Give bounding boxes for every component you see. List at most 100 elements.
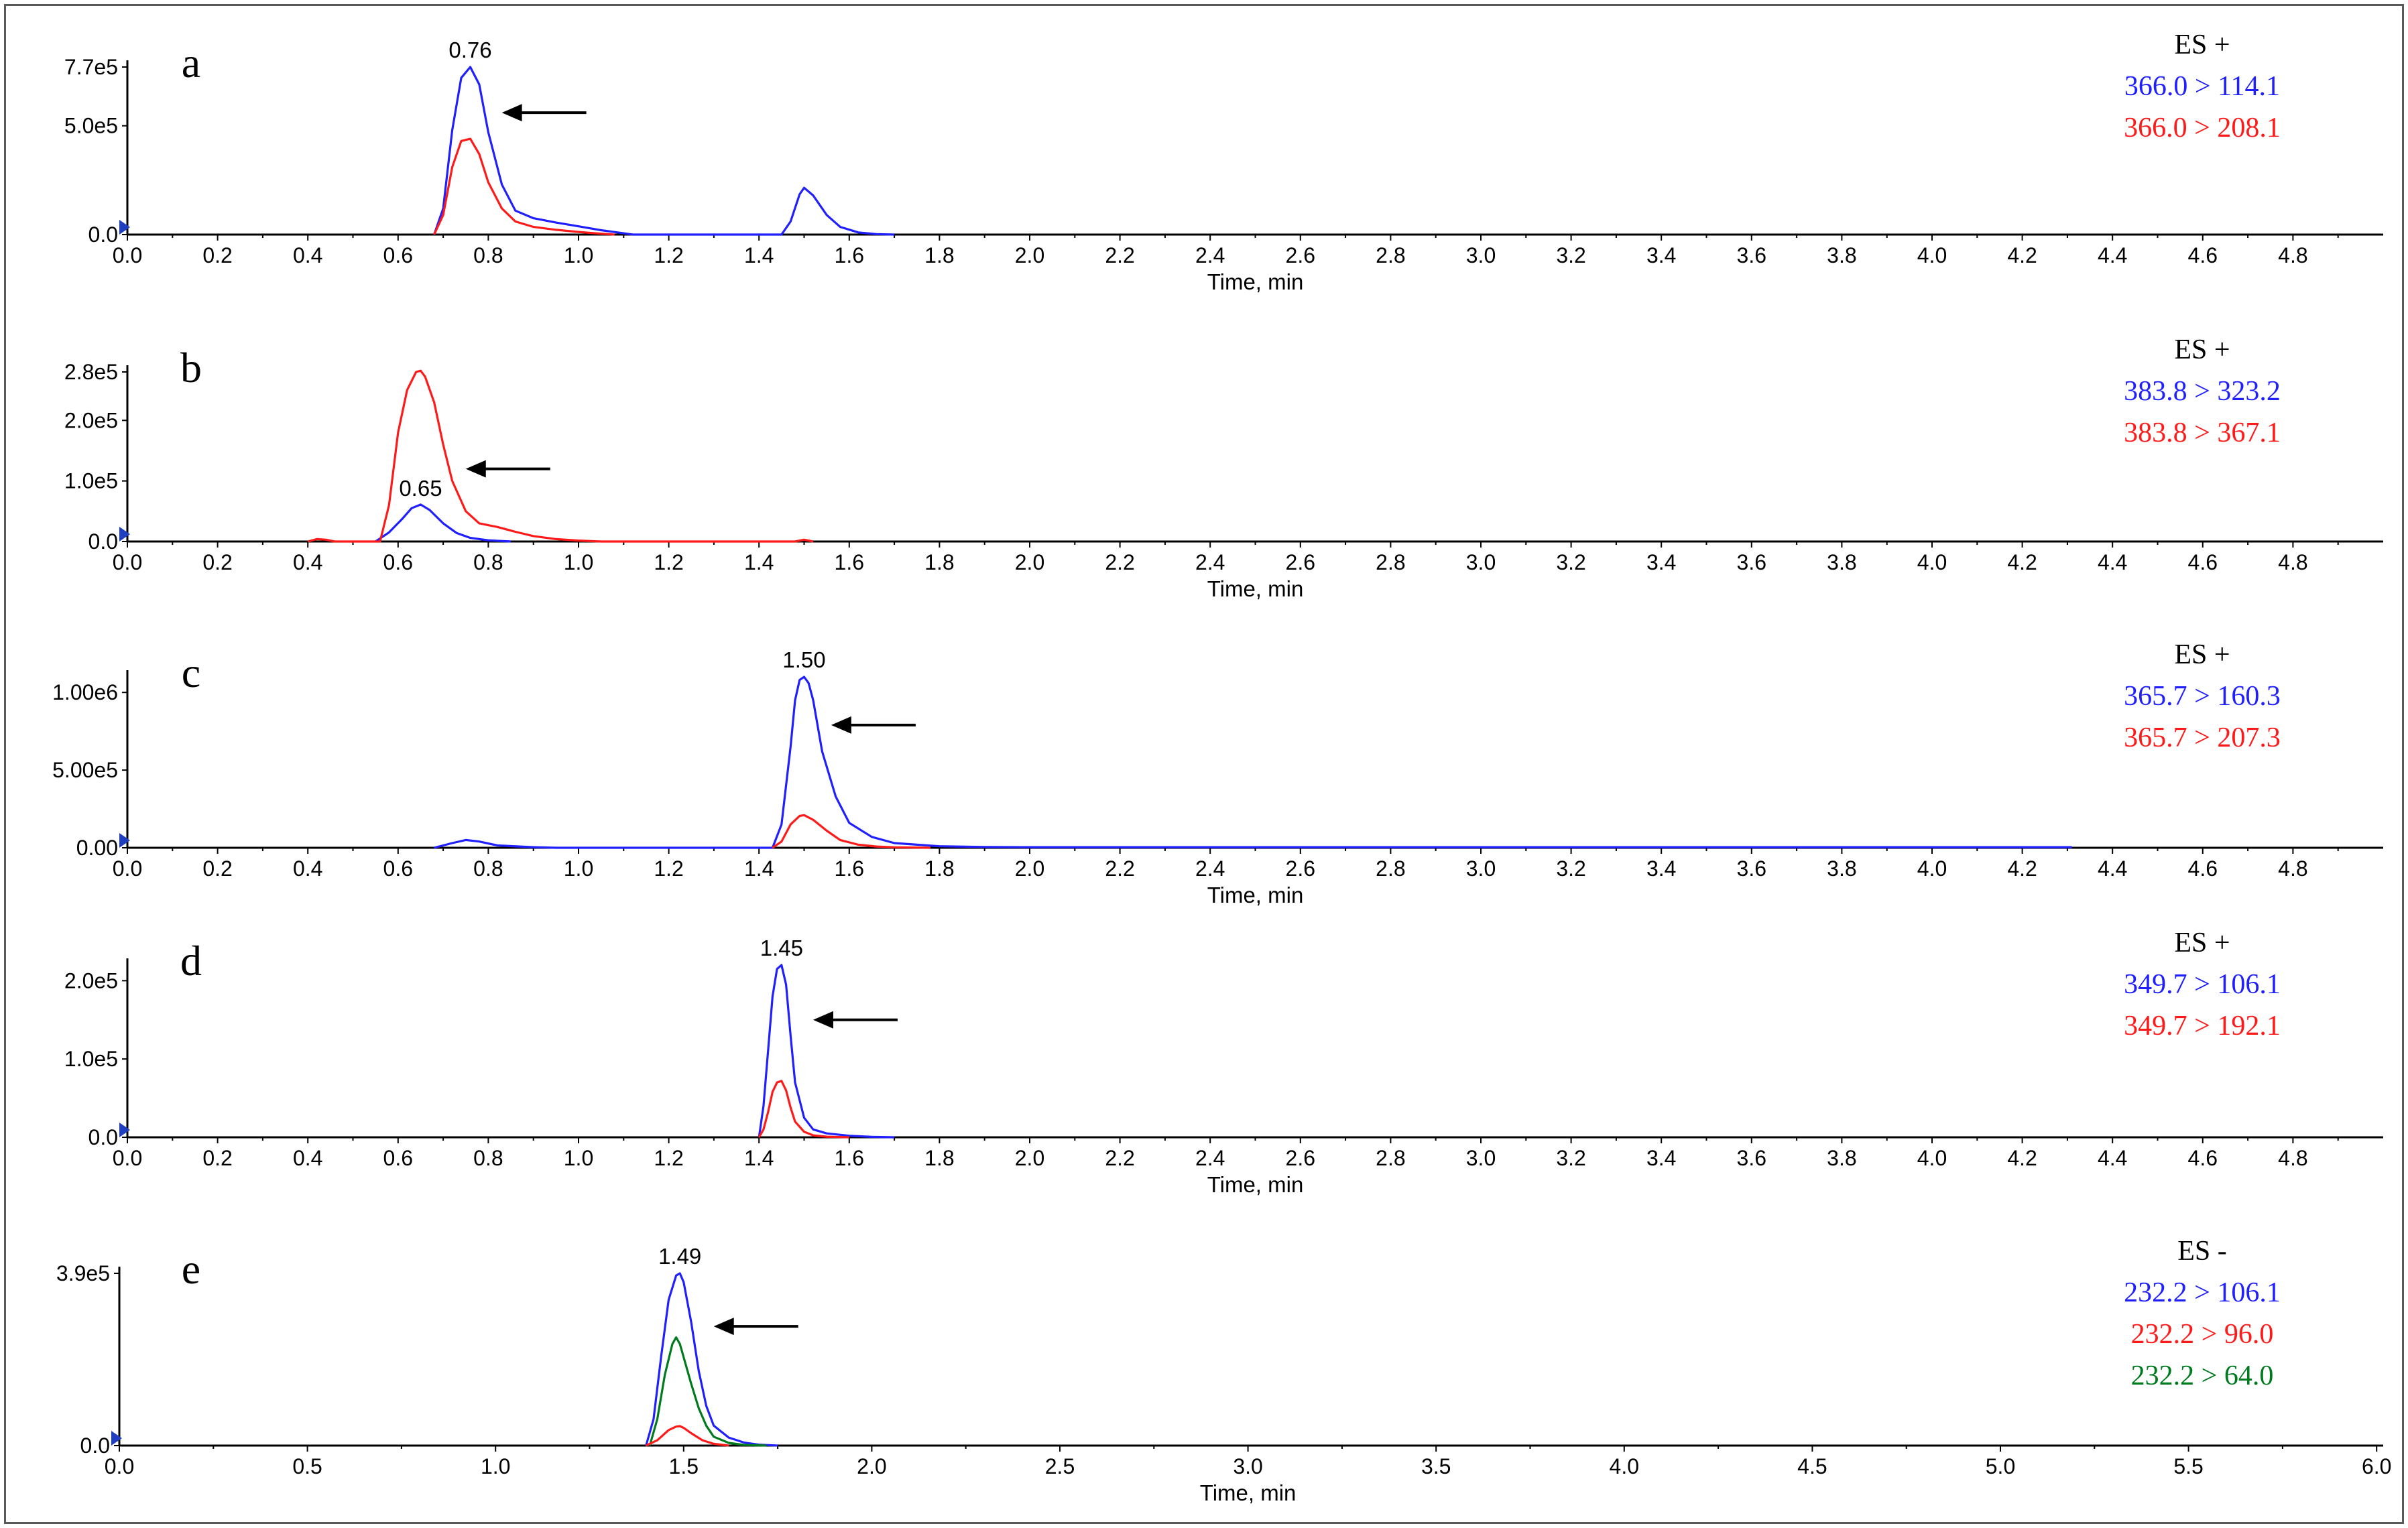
series-line-red xyxy=(758,1080,849,1139)
y-tick-label: 1.00e6 xyxy=(52,680,118,704)
x-axis-title: Time, min xyxy=(1200,1480,1297,1505)
x-tick-label: 2.4 xyxy=(1195,856,1225,881)
baseline-marker xyxy=(119,220,130,235)
x-tick-label: 0.0 xyxy=(113,243,142,267)
panel-letter: e xyxy=(182,1245,200,1293)
x-tick-label: 3.8 xyxy=(1827,243,1856,267)
baseline-marker xyxy=(111,1431,122,1446)
y-tick-label: 0.0 xyxy=(80,1434,110,1458)
x-tick-label: 2.4 xyxy=(1195,1146,1225,1170)
series-line-green xyxy=(648,1336,767,1447)
x-tick-label: 2.8 xyxy=(1376,550,1405,574)
x-tick-label: 3.6 xyxy=(1737,1146,1766,1170)
x-tick-label: 3.4 xyxy=(1646,550,1676,574)
x-tick-label: 3.8 xyxy=(1827,1146,1856,1170)
x-tick-label: 1.4 xyxy=(744,1146,774,1170)
x-tick-label: 0.2 xyxy=(202,1146,232,1170)
series-line-red xyxy=(772,814,930,849)
x-tick-label: 0.5 xyxy=(292,1454,322,1478)
x-tick-label: 0.8 xyxy=(473,1146,503,1170)
peak-arrow-head xyxy=(465,460,486,478)
x-tick-label: 0.4 xyxy=(293,550,322,574)
y-tick-label: 0.0 xyxy=(88,222,118,247)
x-tick-label: 0.6 xyxy=(383,550,413,574)
x-tick-label: 1.6 xyxy=(835,1146,864,1170)
x-tick-label: 0.2 xyxy=(202,856,232,881)
x-tick-label: 0.2 xyxy=(202,243,232,267)
y-tick-label: 3.9e5 xyxy=(56,1261,110,1285)
x-tick-label: 5.5 xyxy=(2173,1454,2203,1478)
x-tick-label: 0.8 xyxy=(473,550,503,574)
x-tick-label: 2.6 xyxy=(1286,1146,1315,1170)
x-tick-label: 0.0 xyxy=(113,1146,142,1170)
series-line-blue xyxy=(433,66,895,236)
legend-entry: 232.2 > 64.0 xyxy=(2131,1360,2274,1391)
x-tick-label: 4.5 xyxy=(1797,1454,1827,1478)
x-tick-label: 0.6 xyxy=(383,856,413,881)
x-tick-label: 4.6 xyxy=(2188,1146,2218,1170)
x-tick-label: 4.4 xyxy=(2098,243,2127,267)
x-tick-label: 1.8 xyxy=(924,550,954,574)
x-axis-title: Time, min xyxy=(1207,1172,1304,1197)
x-tick-label: 0.6 xyxy=(383,243,413,267)
x-tick-label: 4.0 xyxy=(1917,243,1947,267)
x-tick-label: 2.2 xyxy=(1105,550,1134,574)
x-tick-label: 2.0 xyxy=(857,1454,886,1478)
x-tick-label: 4.0 xyxy=(1917,1146,1947,1170)
x-tick-label: 1.2 xyxy=(654,1146,683,1170)
series-line-blue xyxy=(375,503,511,543)
x-tick-label: 3.8 xyxy=(1827,550,1856,574)
legend-entry: 232.2 > 96.0 xyxy=(2131,1319,2274,1350)
x-tick-label: 0.0 xyxy=(113,550,142,574)
x-tick-label: 3.4 xyxy=(1646,243,1676,267)
x-tick-label: 2.6 xyxy=(1286,856,1315,881)
x-tick-label: 1.6 xyxy=(835,550,864,574)
x-tick-label: 2.0 xyxy=(1015,550,1044,574)
legend-entry: 366.0 > 208.1 xyxy=(2124,113,2281,143)
x-tick-label: 3.2 xyxy=(1556,856,1585,881)
y-tick-label: 2.0e5 xyxy=(64,968,118,993)
x-tick-label: 3.6 xyxy=(1737,856,1766,881)
x-tick-label: 0.8 xyxy=(473,856,503,881)
x-tick-label: 6.0 xyxy=(2362,1454,2391,1478)
x-tick-label: 2.0 xyxy=(1015,1146,1044,1170)
x-tick-label: 4.8 xyxy=(2278,1146,2307,1170)
x-tick-label: 1.0 xyxy=(564,243,593,267)
ionization-mode: ES + xyxy=(2174,639,2230,670)
x-tick-label: 2.8 xyxy=(1376,1146,1405,1170)
x-tick-label: 2.4 xyxy=(1195,550,1225,574)
peak-label: 1.50 xyxy=(782,647,825,672)
ionization-mode: ES + xyxy=(2174,29,2230,60)
x-tick-label: 1.2 xyxy=(654,550,683,574)
x-tick-label: 1.4 xyxy=(744,856,774,881)
x-axis-title: Time, min xyxy=(1207,576,1304,601)
x-tick-label: 2.0 xyxy=(1015,856,1044,881)
x-tick-label: 2.6 xyxy=(1286,550,1315,574)
legend-entry: 232.2 > 106.1 xyxy=(2124,1277,2281,1308)
y-tick-label: 1.0e5 xyxy=(64,469,118,493)
x-tick-label: 3.5 xyxy=(1421,1454,1451,1478)
x-tick-label: 1.0 xyxy=(481,1454,510,1478)
x-tick-label: 3.2 xyxy=(1556,1146,1585,1170)
x-tick-label: 4.0 xyxy=(1917,550,1947,574)
x-tick-label: 4.4 xyxy=(2098,550,2127,574)
panel-letter: b xyxy=(180,344,202,391)
x-tick-label: 0.6 xyxy=(383,1146,413,1170)
x-tick-label: 3.0 xyxy=(1466,1146,1496,1170)
x-tick-label: 2.6 xyxy=(1286,243,1315,267)
x-tick-label: 2.2 xyxy=(1105,243,1134,267)
x-tick-label: 4.6 xyxy=(2188,243,2218,267)
x-tick-label: 4.8 xyxy=(2278,243,2307,267)
peak-arrow-head xyxy=(713,1318,734,1336)
panel-c: 0.0 0.2 0.4 0.6 0.8 1.0 1.2 1.4 1.6 1.8 2.0 2.2 2.4 2… xyxy=(52,639,2383,907)
legend-entry: 349.7 > 106.1 xyxy=(2124,969,2281,1000)
x-axis-title: Time, min xyxy=(1207,269,1304,294)
x-tick-label: 1.4 xyxy=(744,550,774,574)
series-line-blue xyxy=(434,676,2072,849)
x-tick-label: 0.4 xyxy=(293,243,322,267)
x-tick-label: 3.0 xyxy=(1466,856,1496,881)
x-tick-label: 4.8 xyxy=(2278,856,2307,881)
peak-arrow-head xyxy=(831,716,851,734)
x-tick-label: 4.6 xyxy=(2188,856,2218,881)
x-tick-label: 4.0 xyxy=(1917,856,1947,881)
